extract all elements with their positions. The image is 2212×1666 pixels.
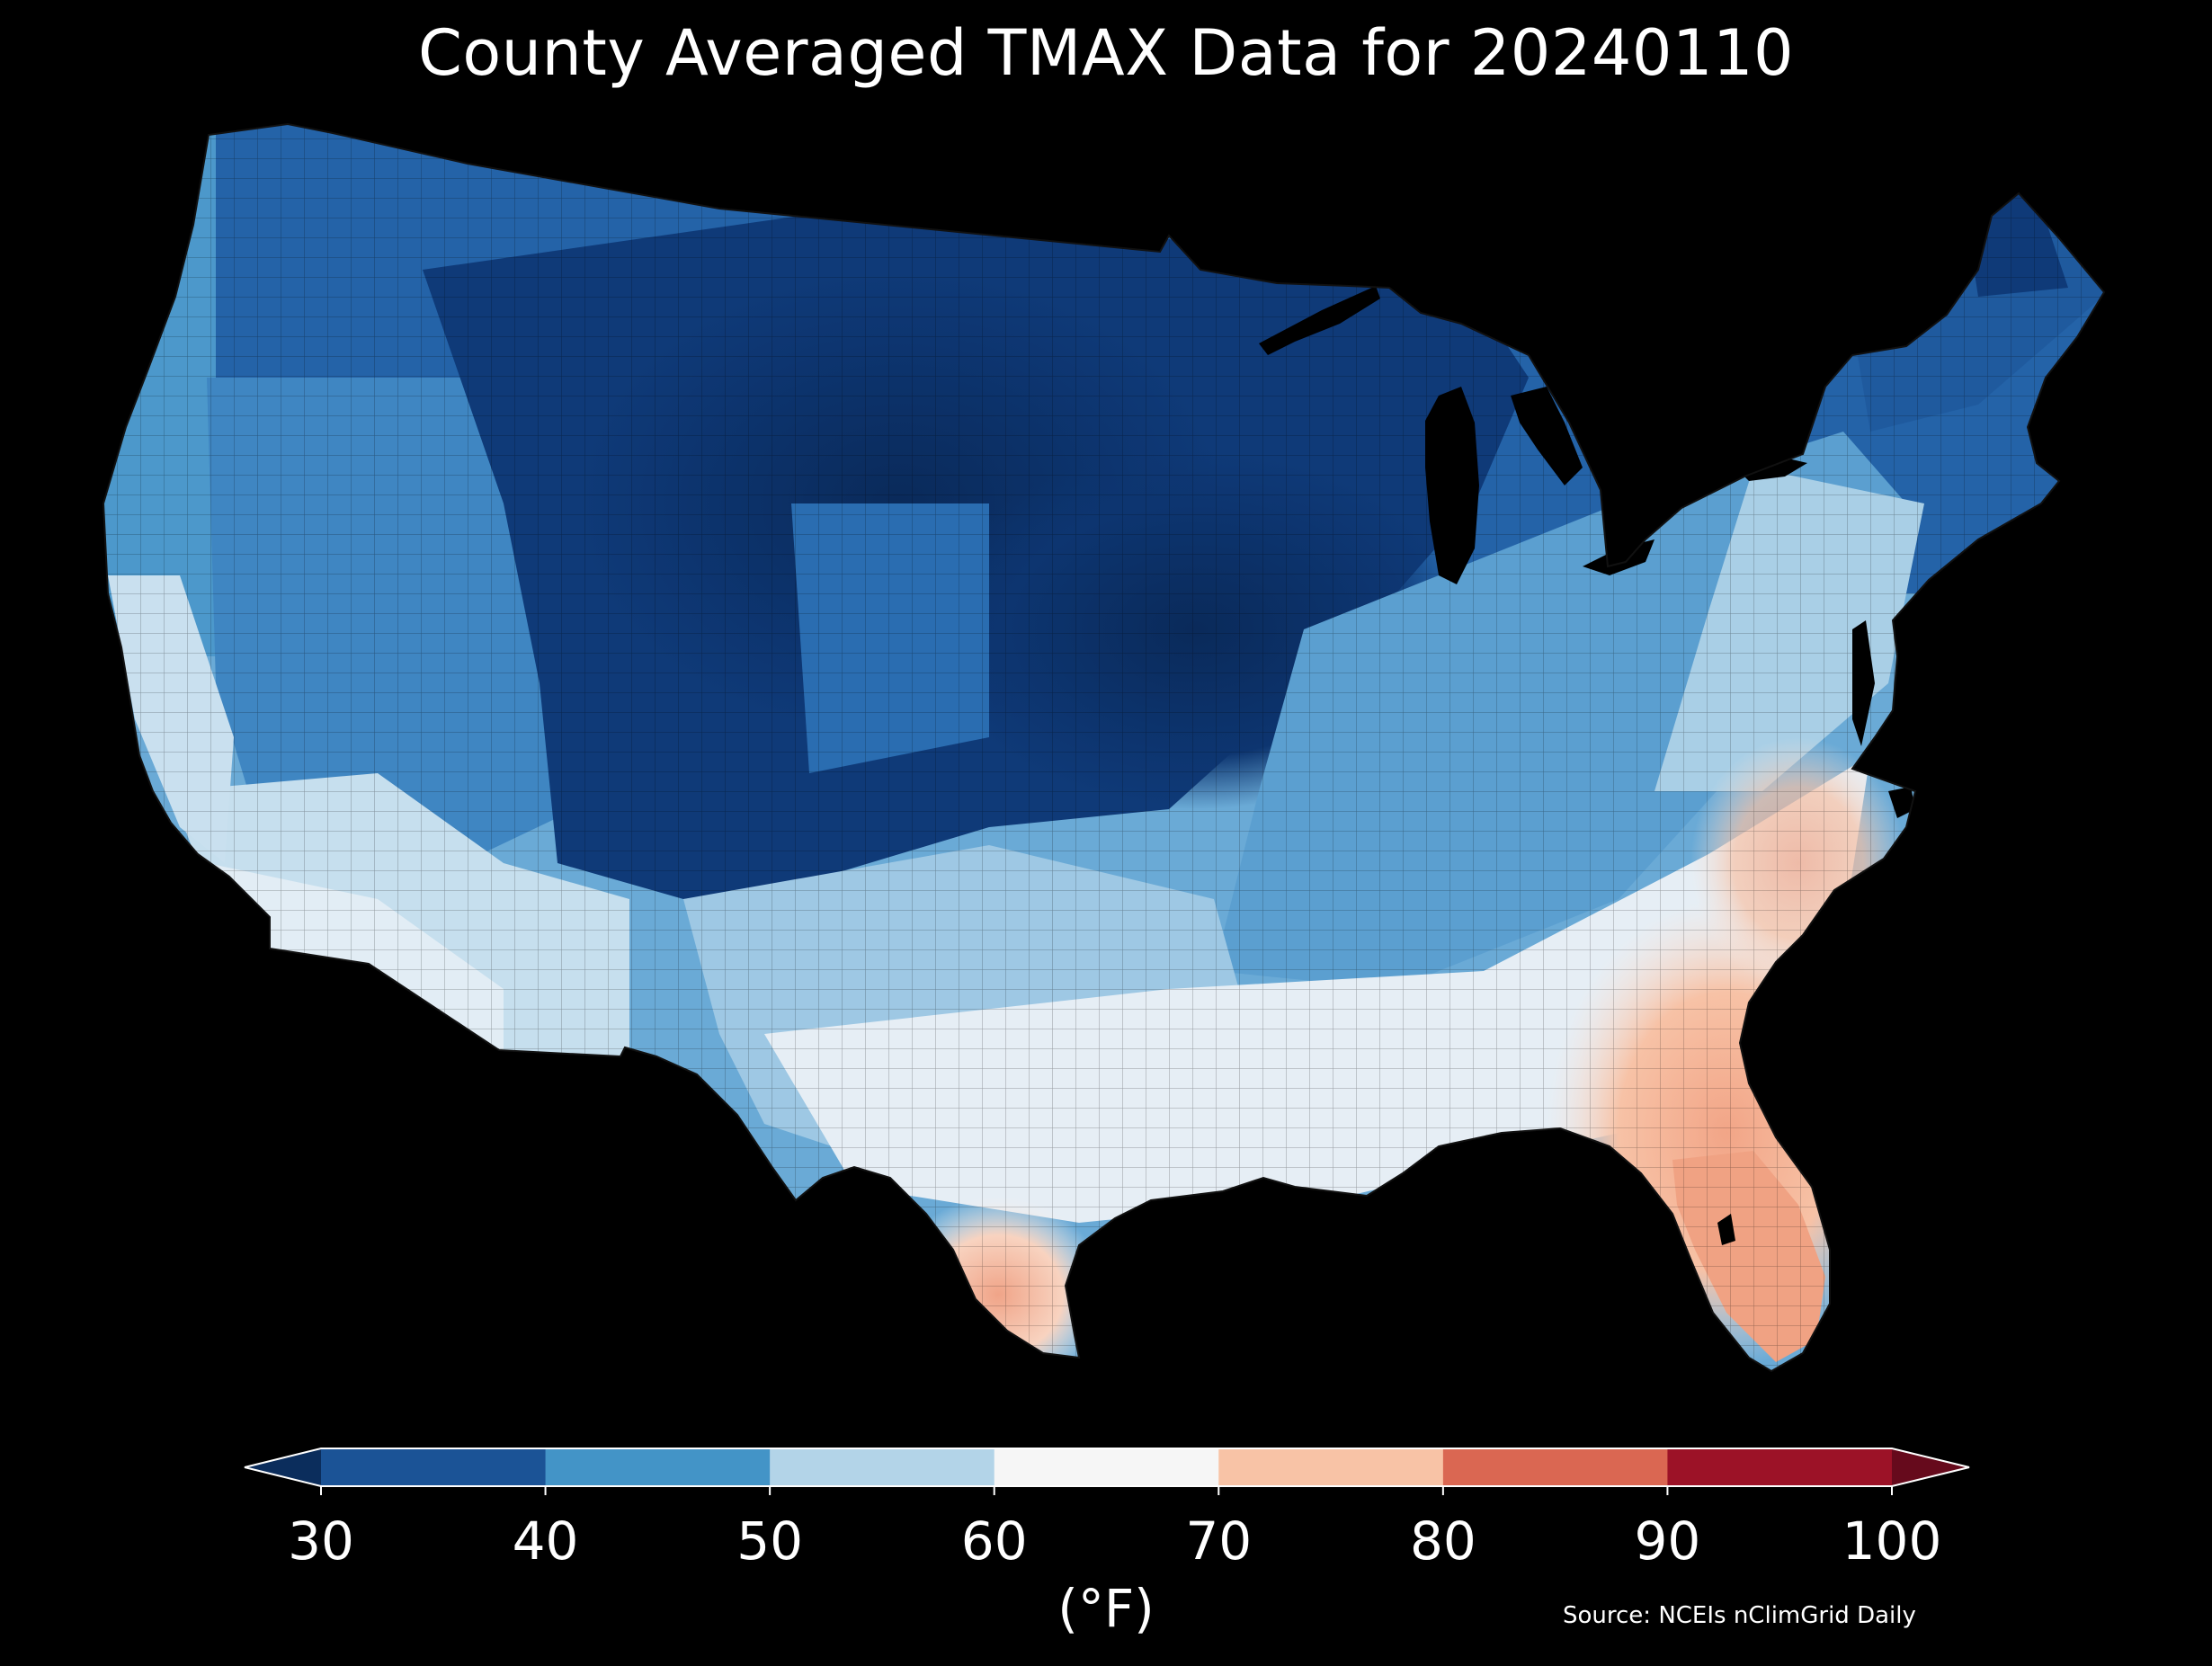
colorbar-tick-label: 50 [736,1510,804,1572]
colorbar-units-label: (°F) [1057,1578,1155,1639]
colorbar-tick-label: 60 [960,1510,1028,1572]
colorbar-extend-low [245,1448,321,1486]
map-title: County Averaged TMAX Data for 20240110 [417,16,1795,90]
colorbar-tick-label: 100 [1842,1510,1942,1572]
colorbar-bin [994,1448,1219,1486]
conus-outline [102,122,2106,1373]
colorbar-tick-label: 40 [512,1510,579,1572]
colorbar-bin [1442,1448,1668,1486]
colorbar-bin [545,1448,771,1486]
colorbar-tick-label: 90 [1634,1510,1701,1572]
county-temperature-map [102,122,2106,1373]
colorbar-bin [1218,1448,1444,1486]
coastal-water-features [1717,620,1915,1245]
colorbar-outline [244,1448,1970,1487]
colorbar-bin [321,1448,547,1486]
colorbar-tick-label: 70 [1185,1510,1253,1572]
colorbar-tick-label: 80 [1409,1510,1476,1572]
colorbar-bin [770,1448,995,1486]
source-attribution: Source: NCEIs nClimGrid Daily [1563,1602,1916,1629]
colorbar-extend-high [1892,1448,1969,1486]
colorbar-bin [1667,1448,1893,1486]
colorbar-tick-label: 30 [288,1510,354,1572]
